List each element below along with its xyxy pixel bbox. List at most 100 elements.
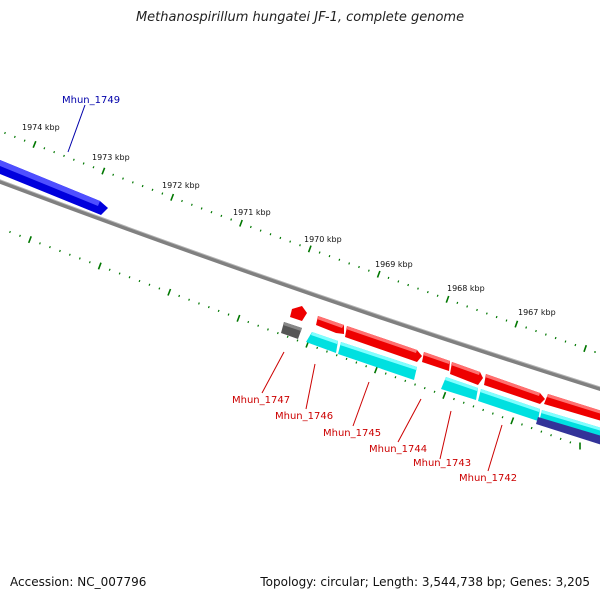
minor-tick — [299, 244, 301, 247]
gene-label-mhun-1743[interactable]: Mhun_1743 — [413, 458, 471, 469]
gene-label-mhun-1747[interactable]: Mhun_1747 — [232, 395, 290, 406]
major-tick — [376, 270, 381, 278]
minor-tick — [78, 257, 81, 260]
major-tick — [510, 417, 515, 425]
minor-tick — [178, 294, 181, 298]
minor-tick — [122, 177, 124, 180]
scale-label: 1973 kbp — [92, 153, 130, 162]
gene-labels: Mhun_1749 Mhun_1747 Mhun_1746 Mhun_1745 … — [62, 95, 517, 484]
label-leader-lines — [67, 104, 503, 472]
gene-label-mhun-1749[interactable]: Mhun_1749 — [62, 95, 120, 106]
minor-tick — [296, 339, 299, 342]
major-tick — [442, 391, 447, 399]
major-tick — [239, 219, 243, 227]
genome-title: Methanospirillum hungatei JF-1, complete… — [135, 10, 465, 25]
minor-tick — [200, 207, 203, 210]
minor-tick — [525, 326, 528, 329]
minor-tick — [426, 290, 429, 294]
minor-tick — [544, 333, 547, 336]
minor-tick — [112, 173, 115, 176]
minor-tick — [220, 214, 223, 218]
minor-tick — [249, 225, 252, 229]
minor-tick — [436, 294, 439, 297]
minor-tick — [207, 305, 210, 309]
inner-tick-track — [9, 230, 581, 450]
minor-tick — [345, 357, 348, 361]
minor-tick — [367, 269, 370, 272]
gene-label-mhun-1744[interactable]: Mhun_1744 — [369, 444, 427, 455]
minor-tick — [92, 166, 95, 169]
gene-label-mhun-1746[interactable]: Mhun_1746 — [275, 411, 333, 422]
minor-tick — [485, 312, 488, 315]
minor-tick — [501, 416, 504, 419]
gene-mhun-1749[interactable] — [0, 158, 108, 215]
minor-tick — [286, 335, 289, 338]
minor-tick — [335, 354, 338, 357]
minor-tick — [358, 265, 360, 269]
minor-tick — [318, 251, 321, 254]
minor-tick — [257, 324, 260, 327]
scale-label: 1970 kbp — [304, 235, 342, 244]
minor-tick — [407, 283, 410, 287]
minor-tick — [118, 272, 121, 275]
minor-tick — [338, 258, 341, 261]
minor-tick — [247, 320, 250, 324]
minor-tick — [456, 301, 459, 305]
major-tick — [445, 295, 450, 303]
major-tick — [307, 245, 312, 253]
minor-tick — [88, 261, 91, 264]
minor-tick — [19, 234, 21, 237]
minor-tick — [564, 340, 567, 343]
gene-label-mhun-1742[interactable]: Mhun_1742 — [459, 473, 517, 484]
minor-tick — [158, 287, 161, 290]
minor-tick — [190, 203, 193, 206]
minor-tick — [43, 147, 46, 150]
major-tick — [27, 236, 32, 244]
gene-label-mhun-1745[interactable]: Mhun_1745 — [323, 428, 381, 439]
minor-tick — [423, 386, 426, 390]
forward-genes[interactable] — [316, 316, 600, 422]
major-tick — [101, 167, 106, 175]
gene-mhun-1747[interactable] — [281, 322, 302, 339]
major-tick — [236, 314, 241, 322]
gene-dark-reverse[interactable] — [536, 417, 600, 446]
genome-backbone-highlight — [0, 179, 600, 388]
minor-tick — [148, 283, 151, 286]
major-tick — [514, 320, 519, 328]
minor-tick — [404, 379, 407, 383]
minor-tick — [9, 230, 11, 234]
minor-tick — [289, 240, 292, 243]
minor-tick — [550, 434, 552, 437]
minor-tick — [574, 343, 577, 347]
outer-tick-track — [4, 131, 596, 353]
minor-tick — [131, 181, 134, 184]
minor-tick — [569, 441, 572, 444]
minor-tick — [348, 262, 351, 265]
accession-label: Accession: NC_007796 — [10, 575, 147, 589]
minor-tick — [276, 331, 279, 335]
minor-tick — [491, 412, 494, 415]
minor-tick — [230, 218, 233, 221]
minor-tick — [259, 229, 262, 232]
scale-label: 1971 kbp — [233, 208, 271, 217]
minor-tick — [316, 346, 319, 350]
reverse-genes[interactable] — [306, 332, 600, 441]
minor-tick — [559, 437, 562, 441]
minor-tick — [495, 315, 498, 319]
genome-summary: Topology: circular; Length: 3,544,738 bp… — [260, 575, 590, 589]
minor-tick — [279, 236, 282, 240]
major-tick — [32, 140, 37, 148]
scale-labels: 1974 kbp 1973 kbp 1972 kbp 1971 kbp 1970… — [22, 123, 556, 317]
minor-tick — [198, 302, 200, 305]
minor-tick — [138, 279, 141, 283]
minor-tick — [4, 131, 6, 135]
minor-tick — [63, 154, 65, 158]
minor-tick — [414, 383, 416, 386]
minor-tick — [151, 188, 154, 191]
minor-tick — [462, 401, 465, 404]
minor-tick — [535, 329, 537, 333]
minor-tick — [466, 305, 469, 308]
minor-tick — [23, 139, 26, 142]
gene-small-forward[interactable] — [290, 306, 307, 321]
